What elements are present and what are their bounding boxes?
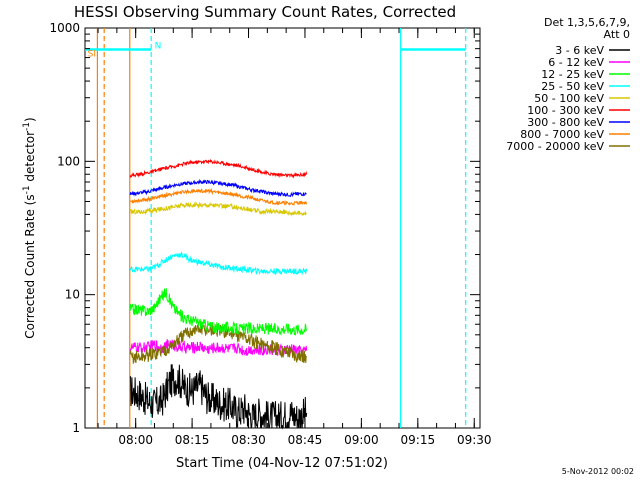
- legend-header-2: Att 0: [604, 28, 630, 41]
- series-line: [129, 364, 308, 430]
- y-tick-label: 1: [72, 421, 80, 435]
- x-tick-label: 08:45: [288, 433, 323, 447]
- plot-area: SI N: [84, 27, 481, 430]
- series-line: [129, 178, 307, 198]
- flag-label: SI: [88, 50, 96, 60]
- x-tick-label: 09:30: [457, 433, 492, 447]
- series-line: [129, 251, 308, 276]
- x-axis: 08:00 08:15 08:30 08:45 09:00 09:15 09:30: [97, 28, 492, 447]
- legend-label: 3 - 6 keV: [555, 44, 604, 57]
- chart-title: HESSI Observing Summary Count Rates, Cor…: [74, 3, 456, 21]
- legend-label: 7000 - 20000 keV: [506, 140, 604, 153]
- legend-label: 25 - 50 keV: [541, 80, 604, 93]
- y-axis-label-sup-1: -1: [22, 185, 32, 194]
- y-tick-label: 100: [57, 154, 80, 168]
- legend-label: 800 - 7000 keV: [520, 128, 604, 141]
- y-tick-label: 1000: [49, 21, 80, 35]
- y-axis: 1 10 100 1000: [49, 21, 480, 435]
- y-axis-label: Corrected Count Rate (s-1 detector-1): [22, 117, 37, 338]
- series-line: [129, 200, 307, 217]
- y-axis-label-end: ): [23, 117, 37, 122]
- series-line: [130, 187, 308, 206]
- legend-label: 50 - 100 keV: [534, 92, 604, 105]
- series-line: [129, 288, 308, 337]
- x-tick-label: 08:00: [118, 433, 153, 447]
- x-tick-label: 09:15: [401, 433, 436, 447]
- flag-label: N: [155, 42, 162, 52]
- legend-label: 100 - 300 keV: [527, 104, 604, 117]
- x-tick-label: 08:15: [175, 433, 210, 447]
- y-axis-label-mid: detector: [23, 131, 37, 186]
- x-tick-label: 09:00: [344, 433, 379, 447]
- legend-label: 6 - 12 keV: [548, 56, 604, 69]
- series-line: [129, 158, 308, 179]
- y-tick-label: 10: [65, 288, 80, 302]
- plot-frame: [84, 27, 481, 429]
- x-axis-label: Start Time (04-Nov-12 07:51:02): [176, 456, 388, 471]
- legend-label: 300 - 800 keV: [527, 116, 604, 129]
- y-axis-label-main: Corrected Count Rate (s: [23, 194, 37, 338]
- footer-timestamp: 5-Nov-2012 00:02: [562, 467, 634, 476]
- x-tick-label: 08:30: [231, 433, 266, 447]
- y-axis-label-sup-2: -1: [22, 122, 32, 131]
- legend-label: 12 - 25 keV: [541, 68, 604, 81]
- legend-header-1: Det 1,3,5,6,7,9,: [544, 16, 630, 29]
